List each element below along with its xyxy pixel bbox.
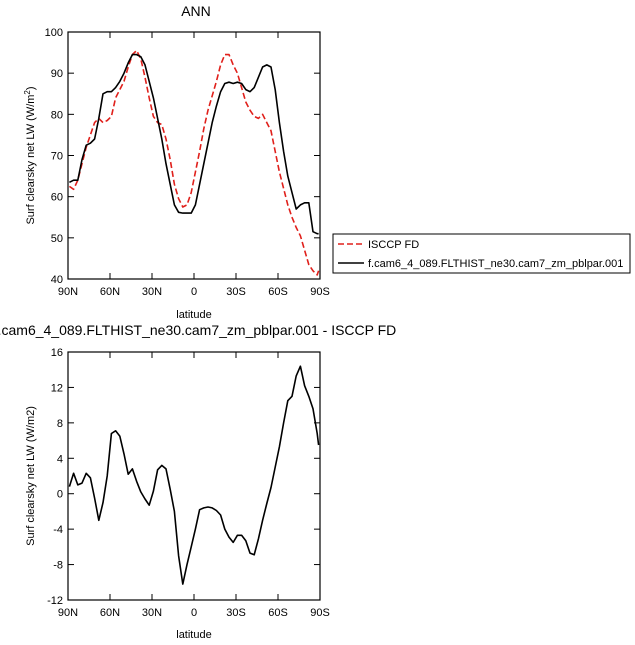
bottom-series-lines xyxy=(68,365,320,585)
bottom-y-tick-label: 16 xyxy=(51,347,63,359)
bottom-plot-frame xyxy=(67,351,321,601)
top-y-ticks: 40 50 60 70 80 90 100 xyxy=(45,27,320,286)
top-x-tick-label: 90S xyxy=(310,286,330,298)
top-y-tick-label: 70 xyxy=(51,151,63,163)
bottom-y-axis-label: Surf clearsky net LW (W/m2) xyxy=(25,406,37,546)
bottom-x-tick-label: 30N xyxy=(142,607,162,619)
legend-entry-isccp: ISCCP FD xyxy=(368,239,419,251)
top-y-axis-label: Surf clearsky net LW (W/m2) xyxy=(23,86,38,224)
bottom-x-tick-label: 0 xyxy=(191,607,197,619)
top-series-line-1 xyxy=(69,53,319,235)
top-y-tick-label: 60 xyxy=(51,192,63,204)
top-x-axis-label: latitude xyxy=(176,309,211,321)
bottom-y-tick-label: 0 xyxy=(57,489,63,501)
top-y-tick-label: 90 xyxy=(51,68,63,80)
top-x-tick-label: 0 xyxy=(191,286,197,298)
bottom-x-tick-label: 60S xyxy=(268,607,288,619)
top-y-tick-label: 40 xyxy=(51,274,63,286)
bottom-y-ticks: -12 -8 -4 0 4 8 12 16 xyxy=(47,347,320,607)
top-y-axis-label-tail: ) xyxy=(25,86,37,90)
top-x-tick-label: 90N xyxy=(58,286,78,298)
bottom-x-axis-label: latitude xyxy=(176,629,211,641)
bottom-y-tick-label: -12 xyxy=(47,595,63,607)
legend-box xyxy=(332,233,631,274)
panel-bottom-difference: f.cam6_4_089.FLTHIST_ne30.cam7_zm_pblpar… xyxy=(0,322,396,641)
bottom-y-tick-label: -8 xyxy=(53,560,63,572)
panel-top-annual: ANN 90N 60N 30N 0 30S 60S 90S 405060708090100 … xyxy=(23,3,330,321)
top-x-tick-label: 30S xyxy=(226,286,246,298)
legend: ISCCP FD f.cam6_4_089.FLTHIST_ne30.cam7_… xyxy=(332,233,631,274)
top-x-ticks: 90N 60N 30N 0 30S 60S 90S xyxy=(58,32,330,298)
top-y-axis-label-main: Surf clearsky net LW (W/m xyxy=(25,95,37,225)
top-y-axis-label-sup: 2 xyxy=(23,90,32,95)
bottom-series-line-0 xyxy=(68,365,320,585)
top-y-tick-label: 80 xyxy=(51,109,63,121)
top-y-tick-label: 50 xyxy=(51,233,63,245)
bottom-x-tick-label: 90N xyxy=(58,607,78,619)
bottom-x-ticks: 90N 60N 30N 0 30S 60S 90S xyxy=(58,352,330,619)
bottom-y-tick-label: 8 xyxy=(57,418,63,430)
bottom-x-tick-label: 60N xyxy=(100,607,120,619)
top-plot-frame xyxy=(67,31,321,280)
bottom-y-tick-label: 12 xyxy=(51,382,63,394)
bottom-plot-title: f.cam6_4_089.FLTHIST_ne30.cam7_zm_pblpar… xyxy=(0,322,396,338)
top-plot-title: ANN xyxy=(181,3,211,19)
top-x-tick-label: 60N xyxy=(100,286,120,298)
top-x-tick-label: 30N xyxy=(142,286,162,298)
bottom-y-tick-label: -4 xyxy=(53,524,63,536)
top-series-lines xyxy=(68,49,320,276)
top-series-line-0 xyxy=(68,49,320,276)
bottom-x-tick-label: 30S xyxy=(226,607,246,619)
bottom-y-tick-label: 4 xyxy=(57,453,63,465)
bottom-x-tick-label: 90S xyxy=(310,607,330,619)
top-x-tick-label: 60S xyxy=(268,286,288,298)
top-y-tick-label: 100 xyxy=(45,27,63,39)
legend-entry-model: f.cam6_4_089.FLTHIST_ne30.cam7_zm_pblpar… xyxy=(368,258,623,270)
